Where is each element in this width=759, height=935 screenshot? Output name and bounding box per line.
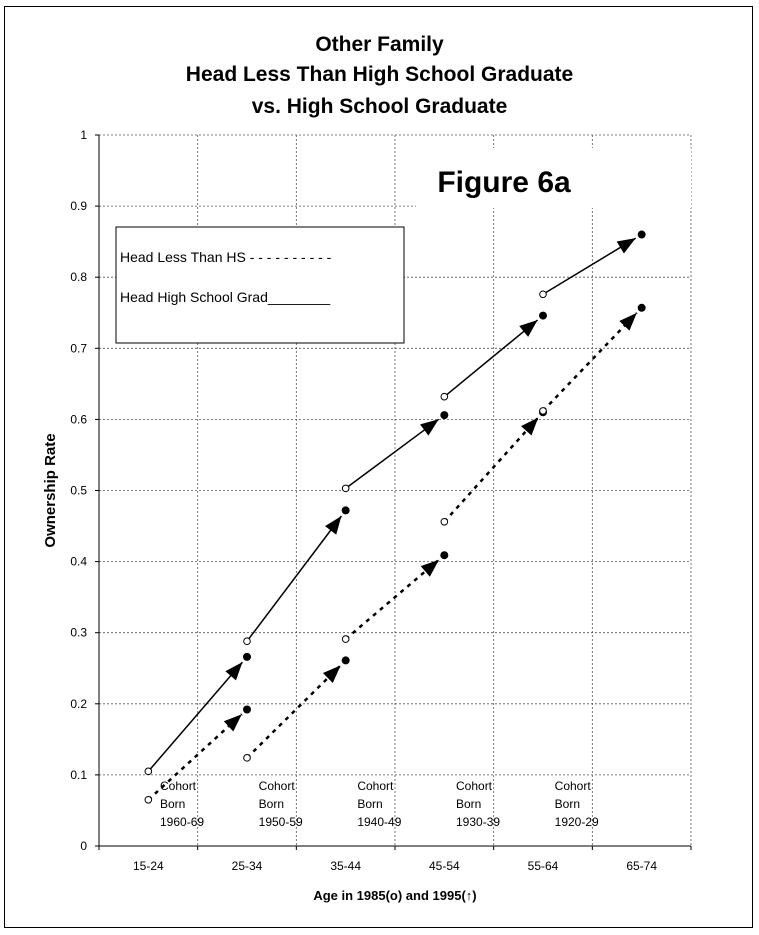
cohort-label: Cohort: [456, 779, 493, 793]
data-point-1985: [243, 637, 251, 646]
cohort-label: 1940-49: [357, 815, 401, 829]
x-tick-label: 55-64: [528, 859, 559, 873]
data-point-1985: [539, 407, 547, 415]
arrow-head: [225, 662, 243, 681]
data-point-1995: [243, 705, 251, 714]
series-segment: [345, 418, 440, 489]
arrow-head: [420, 559, 440, 577]
data-point-1995: [341, 656, 350, 665]
data-point-1985: [341, 635, 350, 643]
y-tick-label: 0.9: [70, 199, 87, 213]
arrow-head: [521, 417, 539, 436]
arrow-head: [325, 515, 342, 535]
arrow-head: [519, 320, 538, 337]
arrow-head: [223, 714, 242, 732]
data-point-1995: [243, 652, 251, 661]
x-tick-label: 15-24: [133, 859, 164, 873]
series-segment: [147, 713, 243, 801]
data-point-1985: [144, 795, 153, 804]
figure-label-bg: [416, 148, 691, 208]
series-segment: [147, 661, 243, 772]
series-segment: [542, 237, 637, 295]
cohort-label: Cohort: [259, 779, 296, 793]
legend-box: [115, 226, 405, 344]
data-point-1985: [440, 392, 449, 401]
arrow-head: [420, 419, 439, 436]
data-point-1995: [539, 311, 547, 320]
cohort-label: Cohort: [555, 779, 592, 793]
data-point-1985: [341, 484, 350, 493]
y-tick-label: 0.6: [70, 412, 87, 426]
cohort-label: 1960-69: [160, 815, 204, 829]
data-point-1995: [637, 230, 646, 239]
x-tick-label: 25-34: [232, 859, 263, 873]
chart-frame: [4, 6, 753, 928]
data-point-1985: [144, 767, 153, 776]
x-tick-label: 35-44: [330, 859, 361, 873]
y-tick-label: 0.7: [70, 341, 87, 355]
cohort-label: 1950-59: [259, 815, 303, 829]
series-segment: [443, 319, 539, 398]
figure-label: Figure 6a: [437, 166, 571, 199]
arrow-head: [616, 238, 636, 254]
x-axis-label: Age in 1985(o) and 1995(↑): [313, 888, 476, 903]
chart-title-line-3: vs. High School Graduate: [251, 95, 508, 118]
cohort-label: 1920-29: [555, 815, 599, 829]
cohort-label: Born: [357, 797, 382, 811]
legend-entry: Head Less Than HS - - - - - - - - - -: [120, 249, 332, 265]
cohort-label: Born: [456, 797, 481, 811]
series-segment: [443, 416, 540, 523]
x-tick-label: 45-54: [429, 859, 460, 873]
data-point-1985: [440, 517, 449, 526]
y-tick-label: 0.3: [70, 626, 87, 640]
cohort-label: Cohort: [357, 779, 394, 793]
x-tick-label: 65-74: [626, 859, 657, 873]
y-tick-label: 0.4: [70, 555, 87, 569]
series-segment: [344, 558, 440, 641]
series-segment: [246, 515, 343, 642]
cohort-label: Born: [555, 797, 580, 811]
y-axis-label: Ownership Rate: [42, 433, 59, 547]
data-point-1995: [440, 551, 449, 560]
x-axis-label-arrow-icon: ↑: [466, 888, 473, 903]
cohort-label: Born: [259, 797, 284, 811]
y-tick-label: 1: [80, 128, 87, 142]
series-segment: [246, 664, 342, 759]
y-tick-label: 0.1: [70, 768, 87, 782]
data-point-1995: [341, 506, 350, 515]
cohort-label: Born: [160, 797, 185, 811]
y-tick-label: 0.8: [70, 270, 87, 284]
chart-title-line-2: Head Less Than High School Graduate: [185, 63, 574, 86]
data-point-1985: [243, 754, 251, 762]
y-tick-label: 0.2: [70, 697, 87, 711]
chart-title-line-1: Other Family: [315, 33, 444, 56]
y-tick-label: 0: [80, 839, 87, 853]
y-tick-label: 0.5: [70, 484, 87, 498]
cohort-label: 1930-39: [456, 815, 500, 829]
series-segment: [542, 311, 638, 412]
data-point-1995: [440, 411, 449, 420]
arrow-head: [619, 312, 637, 331]
data-point-1985: [539, 290, 547, 299]
legend-entry: Head High School Grad________: [120, 289, 330, 305]
cohort-label: Cohort: [160, 779, 197, 793]
arrow-head: [322, 665, 341, 683]
data-point-1995: [637, 303, 646, 312]
